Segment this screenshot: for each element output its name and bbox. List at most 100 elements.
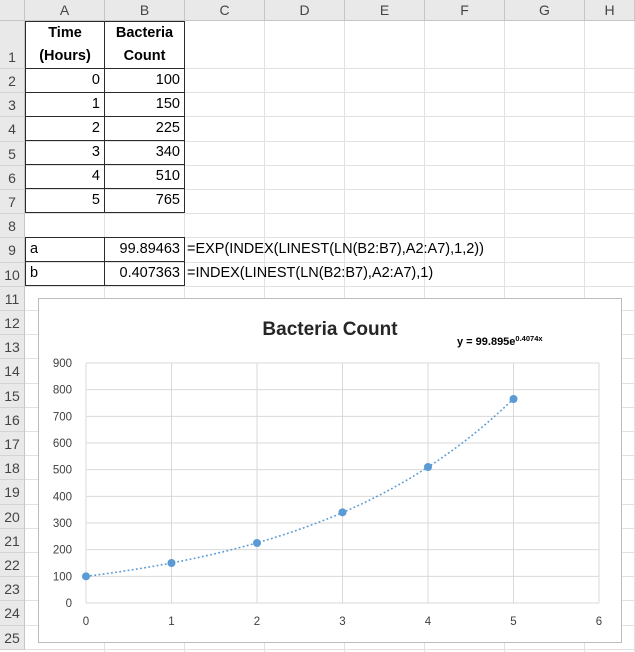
column-header-h[interactable]: H bbox=[585, 0, 635, 21]
bacteria-chart[interactable]: Bacteria Count y = 99.895e0.4074x 0 100 20… bbox=[38, 298, 622, 643]
cell-time[interactable]: 0 bbox=[25, 68, 105, 93]
header-time-line2: (Hours) bbox=[39, 48, 91, 64]
row-header-21[interactable]: 21 bbox=[0, 528, 25, 553]
y-tick-label: 300 bbox=[53, 518, 72, 530]
y-tick-label: 100 bbox=[53, 571, 72, 583]
data-point[interactable] bbox=[509, 395, 518, 403]
plot-area: 0 100 200 300 400 500 600 700 800 900 0 1 2 3 4 5 6 bbox=[53, 358, 602, 628]
exponential-trendline bbox=[85, 398, 515, 578]
data-point[interactable] bbox=[253, 539, 261, 547]
row-header-13[interactable]: 13 bbox=[0, 335, 25, 360]
cell-count[interactable]: 225 bbox=[104, 116, 185, 141]
trendline-equation: y = 99.895e0.4074x bbox=[457, 334, 543, 348]
column-header-d[interactable]: D bbox=[265, 0, 345, 21]
chart-title: Bacteria Count bbox=[262, 319, 398, 340]
x-tick-label: 1 bbox=[168, 616, 174, 628]
row-header-24[interactable]: 24 bbox=[0, 601, 25, 626]
row-header-7[interactable]: 7 bbox=[0, 190, 25, 215]
gridline-row bbox=[25, 140, 635, 142]
cell-b10[interactable]: 0.407363 bbox=[104, 261, 185, 286]
x-tick-label: 3 bbox=[339, 616, 345, 628]
row-header-9[interactable]: 9 bbox=[0, 238, 25, 263]
gridline-row bbox=[25, 68, 635, 69]
row-header-23[interactable]: 23 bbox=[0, 577, 25, 602]
header-time-line1: Time bbox=[48, 25, 82, 41]
data-point[interactable] bbox=[424, 463, 432, 471]
x-tick-label: 2 bbox=[254, 616, 260, 628]
row-header-11[interactable]: 11 bbox=[0, 286, 25, 311]
cell-time[interactable]: 1 bbox=[25, 92, 105, 117]
y-tick-label: 0 bbox=[66, 598, 72, 610]
chart-svg: Bacteria Count y = 99.895e0.4074x 010020… bbox=[53, 319, 602, 628]
column-header-f[interactable]: F bbox=[425, 0, 505, 21]
trendline-equation-base: y = 99.895e bbox=[457, 336, 515, 348]
gridline-row bbox=[25, 213, 635, 215]
row-header-19[interactable]: 19 bbox=[0, 480, 25, 505]
data-point[interactable] bbox=[338, 508, 347, 517]
row-header-1[interactable]: 1 bbox=[0, 21, 25, 69]
y-tick-label: 600 bbox=[53, 438, 72, 450]
row-header-10[interactable]: 10 bbox=[0, 262, 25, 287]
column-header-g[interactable]: G bbox=[505, 0, 585, 21]
row-header-15[interactable]: 15 bbox=[0, 383, 25, 408]
x-tick-label: 0 bbox=[83, 616, 89, 628]
row-header-12[interactable]: 12 bbox=[0, 311, 25, 336]
row-header-22[interactable]: 22 bbox=[0, 553, 25, 578]
header-count-line1: Bacteria bbox=[115, 25, 174, 41]
trendline-equation-exponent: 0.4074x bbox=[515, 334, 543, 343]
header-bacteria-count[interactable]: Bacteria Count bbox=[104, 21, 185, 69]
select-all-corner[interactable] bbox=[0, 0, 25, 21]
cell-a10[interactable]: b bbox=[25, 261, 105, 286]
cell-count[interactable]: 150 bbox=[104, 92, 185, 117]
gridline-row bbox=[25, 261, 635, 263]
row-header-2[interactable]: 2 bbox=[0, 69, 25, 94]
row-header-17[interactable]: 17 bbox=[0, 432, 25, 457]
row-header-14[interactable]: 14 bbox=[0, 359, 25, 384]
cell-count[interactable]: 510 bbox=[104, 164, 185, 189]
header-time[interactable]: Time (Hours) bbox=[25, 21, 105, 69]
cell-time[interactable]: 5 bbox=[25, 188, 105, 213]
row-header-16[interactable]: 16 bbox=[0, 407, 25, 432]
row-header-20[interactable]: 20 bbox=[0, 504, 25, 529]
x-tick-label: 5 bbox=[510, 616, 516, 628]
y-tick-label: 500 bbox=[53, 465, 72, 477]
row-header-6[interactable]: 6 bbox=[0, 165, 25, 190]
cell-count[interactable]: 765 bbox=[104, 188, 185, 213]
gridline-row bbox=[25, 285, 635, 287]
cell-a9[interactable]: a bbox=[25, 237, 105, 262]
gridline-row bbox=[25, 116, 635, 118]
column-header-b[interactable]: B bbox=[105, 0, 185, 21]
y-tick-label: 700 bbox=[53, 411, 72, 423]
row-header-4[interactable]: 4 bbox=[0, 117, 25, 142]
y-tick-label: 900 bbox=[53, 358, 72, 370]
cell-time[interactable]: 3 bbox=[25, 140, 105, 165]
cell-count[interactable]: 100 bbox=[104, 68, 185, 93]
data-point[interactable] bbox=[167, 559, 176, 567]
gridline-row bbox=[25, 164, 635, 166]
y-tick-label: 400 bbox=[53, 491, 72, 503]
row-header-8[interactable]: 8 bbox=[0, 214, 25, 239]
formula-a: =EXP(INDEX(LINEST(LN(B2:B7),A2:A7),1,2)) bbox=[187, 241, 484, 257]
gridline-row bbox=[25, 92, 635, 94]
column-header-a[interactable]: A bbox=[25, 0, 105, 21]
column-header-c[interactable]: C bbox=[185, 0, 265, 21]
y-tick-label: 800 bbox=[53, 385, 72, 397]
x-tick-label: 6 bbox=[596, 616, 602, 628]
header-count-line2: Count bbox=[123, 48, 166, 64]
row-header-25[interactable]: 25 bbox=[0, 625, 25, 650]
row-header-3[interactable]: 3 bbox=[0, 93, 25, 118]
cell-count[interactable]: 340 bbox=[104, 140, 185, 165]
cell-time[interactable]: 4 bbox=[25, 164, 105, 189]
row-header-18[interactable]: 18 bbox=[0, 456, 25, 481]
cell-time[interactable]: 2 bbox=[25, 116, 105, 141]
row-header-5[interactable]: 5 bbox=[0, 141, 25, 166]
y-tick-label: 200 bbox=[53, 545, 72, 557]
gridline-row bbox=[25, 189, 635, 190]
data-point[interactable] bbox=[82, 572, 90, 581]
cell-b9[interactable]: 99.89463 bbox=[104, 237, 185, 262]
x-tick-label: 4 bbox=[425, 616, 432, 628]
formula-b: =INDEX(LINEST(LN(B2:B7),A2:A7),1) bbox=[187, 265, 434, 281]
gridline-row bbox=[25, 648, 635, 650]
column-header-e[interactable]: E bbox=[345, 0, 425, 21]
